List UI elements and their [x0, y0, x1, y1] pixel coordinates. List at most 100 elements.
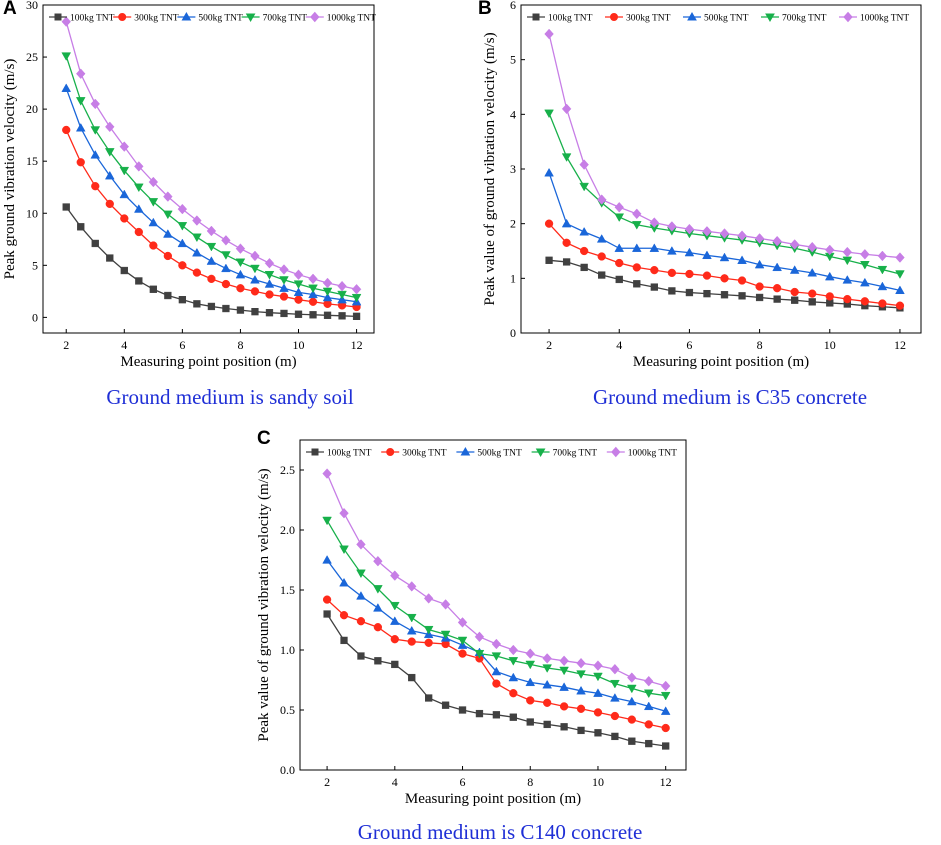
data-point	[373, 623, 383, 632]
data-point	[755, 282, 764, 291]
data-point	[104, 148, 115, 157]
legend-label: 300kg TNT	[626, 14, 671, 24]
data-point	[611, 732, 619, 741]
data-point	[754, 233, 765, 244]
data-point	[545, 256, 553, 264]
x-axis-label: Measuring point position (m)	[120, 354, 296, 370]
data-point	[877, 250, 888, 262]
data-point	[279, 264, 289, 275]
data-point	[615, 258, 624, 268]
data-point	[279, 292, 289, 301]
data-point	[309, 311, 317, 319]
data-point	[526, 696, 535, 705]
data-point	[645, 739, 653, 748]
legend-label: 1000kg TNT	[628, 449, 677, 459]
y-tick-label: 10	[26, 206, 38, 220]
caption-c: Ground medium is C140 concrete	[357, 820, 643, 844]
data-point	[236, 284, 245, 293]
data-point	[577, 726, 585, 735]
data-point	[339, 577, 349, 587]
data-point	[610, 711, 620, 721]
legend-marker	[610, 13, 618, 21]
caption-b: Ground medium is C35 concrete	[592, 385, 868, 409]
data-point	[542, 653, 552, 664]
data-point	[424, 638, 433, 647]
data-point	[149, 285, 157, 293]
legend: 100kg TNT 300kg TNT 500kg TNT 700kg TNT 1000…	[527, 11, 909, 24]
data-point	[720, 274, 729, 283]
data-point	[192, 268, 202, 277]
data-point	[163, 191, 173, 202]
data-point	[825, 244, 835, 256]
data-point	[789, 265, 800, 274]
panel-letter-c: C	[257, 428, 271, 449]
data-point	[492, 711, 501, 719]
data-point	[544, 109, 554, 119]
x-tick-label: 10	[592, 775, 604, 789]
data-point	[755, 293, 764, 302]
data-point	[614, 243, 625, 252]
plot-frame	[520, 4, 922, 334]
data-point	[235, 269, 246, 279]
data-point	[562, 258, 571, 266]
data-point	[356, 591, 366, 600]
data-point	[491, 638, 502, 650]
data-point	[610, 679, 620, 689]
data-point	[544, 28, 554, 40]
data-point	[206, 256, 217, 265]
data-point	[323, 610, 331, 618]
data-point	[148, 217, 159, 227]
data-point	[390, 570, 400, 581]
x-axis-label: Measuring point position (m)	[633, 354, 809, 370]
y-tick-label: 2.5	[280, 463, 295, 477]
legend-label: 1000kg TNT	[327, 14, 376, 24]
data-point	[661, 723, 670, 733]
data-point	[791, 296, 799, 304]
data-point	[628, 737, 636, 745]
data-point	[491, 666, 502, 676]
data-point	[593, 672, 603, 682]
legend-label: 300kg TNT	[134, 14, 179, 24]
data-point	[737, 255, 747, 264]
data-point	[644, 720, 653, 729]
data-point	[650, 265, 659, 275]
data-point	[322, 595, 332, 604]
data-point	[457, 617, 468, 628]
legend-label: 700kg TNT	[553, 449, 598, 459]
data-point	[544, 219, 554, 228]
data-point	[61, 16, 71, 27]
caption-a: Ground medium is sandy soil	[106, 385, 354, 409]
legend-label: 700kg TNT	[263, 14, 308, 24]
data-point	[322, 516, 332, 526]
x-axis-label: Measuring point position (m)	[405, 791, 581, 807]
data-point	[580, 263, 588, 272]
data-point	[178, 296, 187, 304]
legend-marker	[843, 11, 853, 23]
data-point	[825, 292, 834, 301]
data-point	[597, 252, 606, 261]
data-point	[860, 249, 870, 260]
data-point	[474, 649, 485, 659]
panel-a: 0 5 10 15 20 25 30 2 4 6 8 10 12 Measuring point posi…	[2, 0, 376, 370]
data-point	[685, 269, 694, 279]
data-point	[667, 268, 677, 278]
x-tick-label: 6	[686, 338, 692, 352]
plot-frame	[42, 4, 375, 334]
data-point	[610, 663, 620, 675]
series-100kg-tnt	[323, 610, 670, 750]
x-tick-label: 10	[293, 338, 305, 352]
series-1000kg-tnt	[322, 468, 671, 692]
data-point	[474, 631, 485, 643]
x-tick-label: 6	[460, 775, 466, 789]
y-tick-label: 20	[26, 102, 38, 116]
legend-label: 500kg TNT	[198, 14, 243, 24]
series-300kg-tnt	[62, 125, 361, 312]
data-point	[250, 250, 260, 262]
data-point	[772, 262, 782, 272]
legend-label: 100kg TNT	[548, 14, 593, 24]
data-point	[104, 170, 115, 180]
x-tick-label: 4	[392, 775, 398, 789]
data-point	[163, 229, 173, 238]
legend-label: 300kg TNT	[402, 449, 447, 459]
